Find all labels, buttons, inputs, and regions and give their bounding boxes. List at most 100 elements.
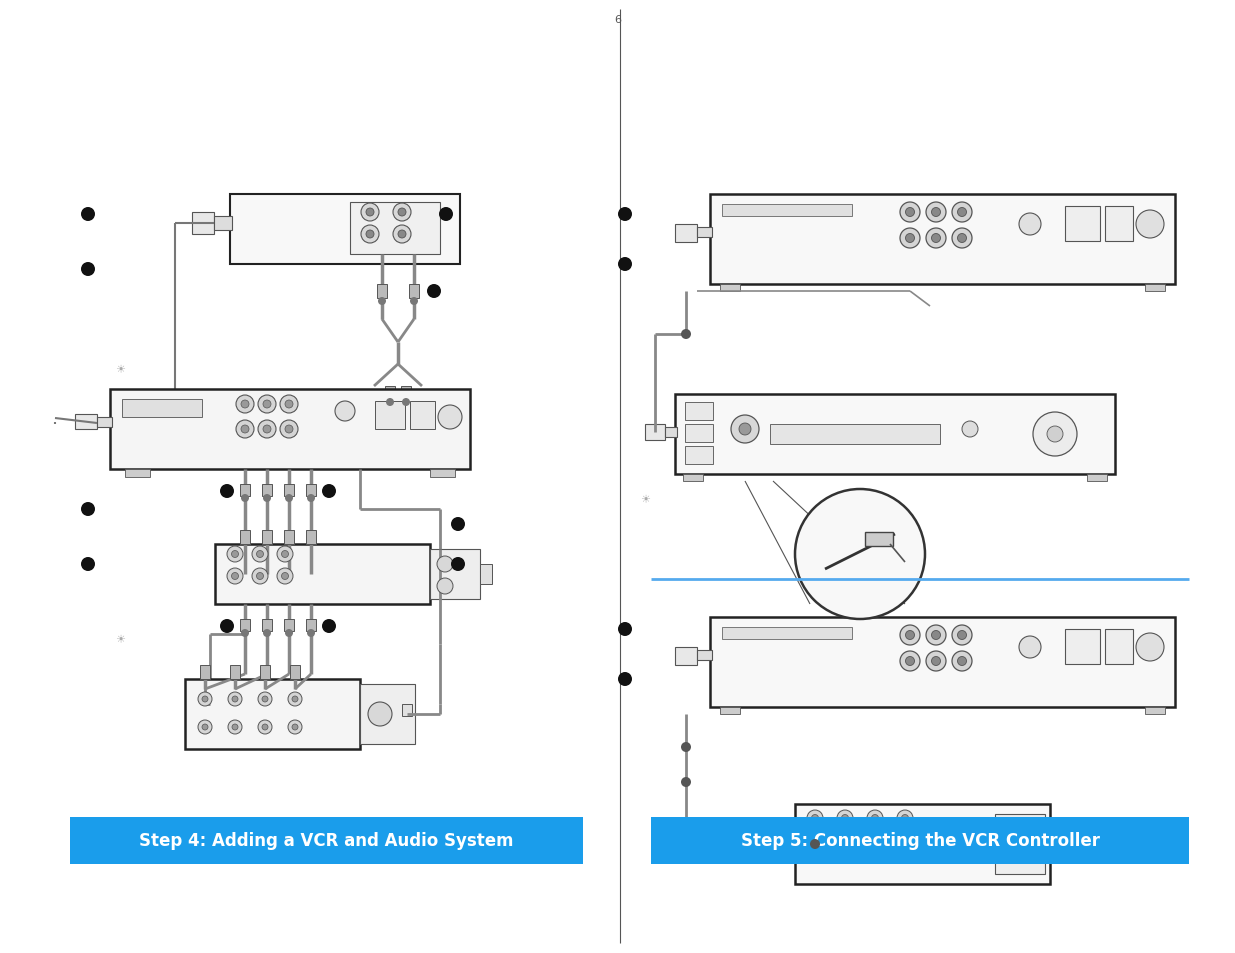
Circle shape bbox=[841, 815, 848, 821]
Circle shape bbox=[366, 209, 374, 216]
Bar bbox=[1087, 475, 1107, 481]
Circle shape bbox=[872, 815, 878, 821]
Circle shape bbox=[366, 231, 374, 239]
Circle shape bbox=[308, 629, 315, 638]
Circle shape bbox=[291, 697, 298, 702]
Bar bbox=[651, 817, 1189, 864]
Circle shape bbox=[952, 229, 972, 249]
Bar bbox=[676, 395, 1115, 475]
Bar bbox=[306, 484, 316, 497]
Circle shape bbox=[288, 692, 303, 706]
Circle shape bbox=[335, 401, 354, 421]
Circle shape bbox=[252, 546, 268, 562]
Circle shape bbox=[900, 651, 920, 671]
Circle shape bbox=[220, 484, 233, 498]
Circle shape bbox=[1136, 211, 1165, 239]
Bar bbox=[410, 401, 435, 430]
Bar bbox=[683, 475, 703, 481]
Circle shape bbox=[285, 495, 293, 502]
Circle shape bbox=[957, 234, 967, 243]
Circle shape bbox=[731, 416, 760, 443]
Text: Step 5: Connecting the VCR Controller: Step 5: Connecting the VCR Controller bbox=[741, 832, 1099, 849]
Bar bbox=[685, 424, 713, 442]
Circle shape bbox=[285, 629, 293, 638]
Circle shape bbox=[931, 234, 941, 243]
Circle shape bbox=[82, 558, 95, 572]
Circle shape bbox=[280, 420, 298, 438]
Bar bbox=[215, 544, 430, 604]
Circle shape bbox=[739, 423, 751, 436]
Bar bbox=[480, 564, 492, 584]
Circle shape bbox=[398, 209, 406, 216]
Circle shape bbox=[837, 838, 853, 854]
Bar bbox=[359, 684, 415, 744]
Circle shape bbox=[900, 625, 920, 645]
Bar bbox=[262, 619, 272, 631]
Bar bbox=[1145, 707, 1165, 714]
Circle shape bbox=[231, 551, 238, 558]
Circle shape bbox=[241, 400, 249, 409]
Circle shape bbox=[811, 842, 819, 850]
Bar bbox=[70, 817, 583, 864]
Circle shape bbox=[837, 810, 853, 826]
Circle shape bbox=[902, 815, 909, 821]
Circle shape bbox=[1007, 830, 1034, 858]
Text: Step 4: Adding a VCR and Audio System: Step 4: Adding a VCR and Audio System bbox=[140, 832, 514, 849]
Circle shape bbox=[806, 810, 823, 826]
Circle shape bbox=[872, 842, 878, 850]
Circle shape bbox=[618, 208, 632, 222]
Circle shape bbox=[198, 720, 212, 734]
Circle shape bbox=[902, 842, 909, 850]
Circle shape bbox=[1019, 637, 1041, 659]
Circle shape bbox=[962, 421, 978, 437]
Bar bbox=[645, 424, 664, 440]
Circle shape bbox=[1047, 427, 1063, 442]
Circle shape bbox=[438, 406, 462, 430]
Circle shape bbox=[867, 838, 883, 854]
Circle shape bbox=[227, 546, 243, 562]
Bar bbox=[430, 550, 480, 599]
Circle shape bbox=[258, 720, 272, 734]
Circle shape bbox=[680, 778, 692, 787]
Bar bbox=[75, 415, 98, 430]
Bar bbox=[685, 402, 713, 420]
Bar bbox=[795, 804, 1050, 884]
Circle shape bbox=[897, 810, 913, 826]
Bar bbox=[722, 205, 852, 216]
Circle shape bbox=[231, 573, 238, 579]
Circle shape bbox=[438, 208, 453, 222]
Circle shape bbox=[232, 724, 238, 730]
Bar bbox=[710, 618, 1174, 707]
Circle shape bbox=[263, 629, 270, 638]
Circle shape bbox=[931, 209, 941, 217]
Bar bbox=[430, 470, 454, 477]
Circle shape bbox=[811, 815, 819, 821]
Bar bbox=[290, 665, 300, 679]
Circle shape bbox=[905, 234, 914, 243]
Circle shape bbox=[258, 420, 275, 438]
Circle shape bbox=[952, 625, 972, 645]
Bar bbox=[664, 428, 677, 437]
Circle shape bbox=[952, 651, 972, 671]
Circle shape bbox=[451, 558, 466, 572]
Circle shape bbox=[926, 651, 946, 671]
Bar bbox=[261, 665, 270, 679]
Bar bbox=[262, 531, 272, 544]
Circle shape bbox=[263, 495, 270, 502]
Bar bbox=[1065, 629, 1100, 664]
Circle shape bbox=[236, 420, 254, 438]
Circle shape bbox=[680, 742, 692, 752]
Circle shape bbox=[398, 231, 406, 239]
Circle shape bbox=[263, 426, 270, 434]
Circle shape bbox=[203, 724, 207, 730]
Circle shape bbox=[810, 840, 820, 849]
Bar bbox=[769, 424, 940, 444]
Bar bbox=[262, 484, 272, 497]
Circle shape bbox=[905, 209, 914, 217]
Circle shape bbox=[900, 229, 920, 249]
Circle shape bbox=[291, 724, 298, 730]
Circle shape bbox=[227, 568, 243, 584]
Circle shape bbox=[257, 573, 263, 579]
Circle shape bbox=[280, 395, 298, 414]
Circle shape bbox=[1019, 213, 1041, 235]
